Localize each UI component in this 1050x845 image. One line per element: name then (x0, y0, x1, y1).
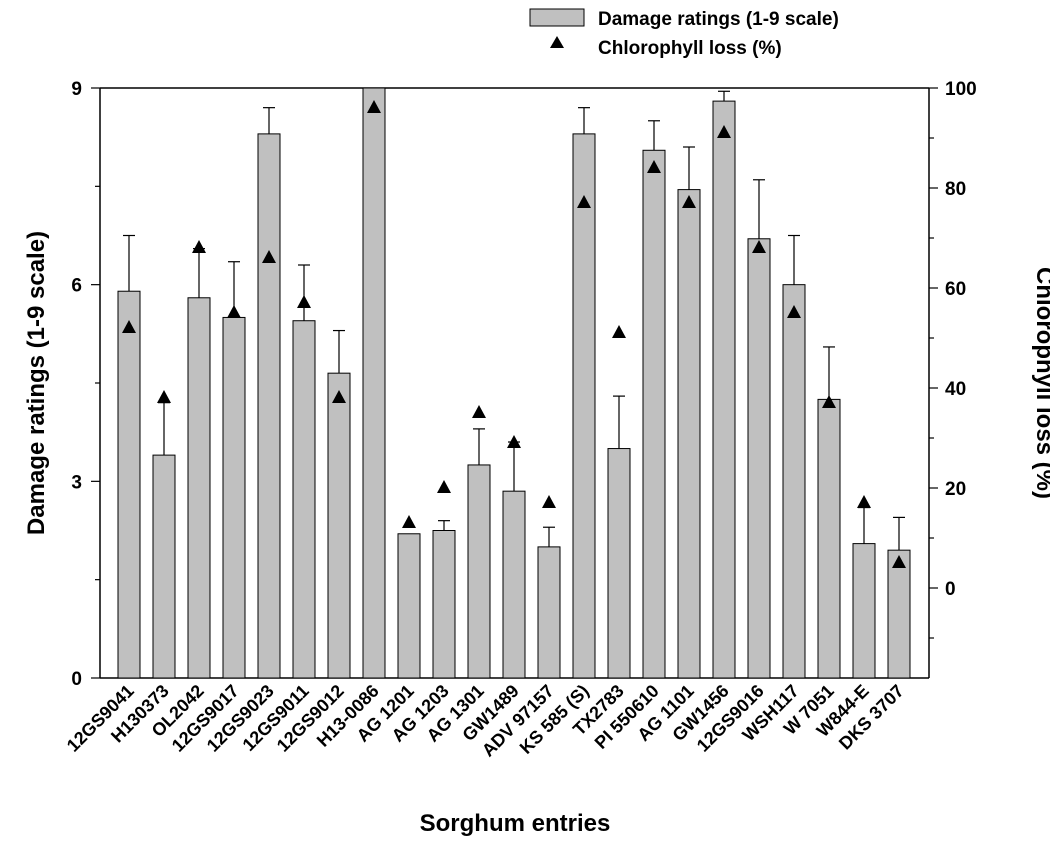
chlorophyll-marker (367, 100, 381, 113)
chlorophyll-marker (192, 240, 206, 253)
chlorophyll-marker (472, 405, 486, 418)
bar (257, 133, 281, 679)
chlorophyll-marker (157, 390, 171, 403)
y-axis-title: Damage ratings (1-9 scale) (23, 231, 50, 535)
chlorophyll-marker (262, 250, 276, 263)
chlorophyll-marker (122, 320, 136, 333)
bar (362, 87, 386, 679)
chlorophyll-marker (822, 395, 836, 408)
legend-triangle-label: Chlorophyll loss (%) (598, 38, 782, 59)
bar (572, 133, 596, 679)
chlorophyll-marker (647, 160, 661, 173)
bar (782, 284, 806, 679)
chlorophyll-marker (227, 305, 241, 318)
chlorophyll-marker (542, 495, 556, 508)
left-tick-label: 0 (71, 669, 82, 690)
right-tick-label: 100 (945, 79, 977, 100)
bar (397, 533, 421, 679)
chlorophyll-marker (612, 325, 626, 338)
left-tick-label: 6 (71, 276, 82, 297)
bar (502, 490, 526, 679)
plot-area: 0 3 6 9 0 20 40 60 80 100 12GS9041H130373OL20421… (63, 79, 977, 761)
chlorophyll-marker (682, 195, 696, 208)
chlorophyll-marker (857, 495, 871, 508)
chlorophyll-marker (577, 195, 591, 208)
bar (817, 398, 841, 679)
chlorophyll-markers (122, 100, 906, 568)
legend: Damage ratings (1-9 scale) Chlorophyll l… (529, 8, 839, 59)
legend-bar-label: Damage ratings (1-9 scale) (598, 9, 839, 30)
bar (467, 464, 491, 679)
chlorophyll-marker (787, 305, 801, 318)
chlorophyll-marker (297, 295, 311, 308)
legend-bar-swatch (529, 8, 585, 27)
left-axis-ticks: 0 3 6 9 (71, 79, 100, 690)
bar (887, 549, 911, 679)
legend-triangle-marker (550, 36, 564, 48)
chlorophyll-marker (717, 125, 731, 138)
bar (222, 316, 246, 679)
chlorophyll-marker (507, 435, 521, 448)
chlorophyll-marker (332, 390, 346, 403)
bar (537, 546, 561, 679)
bar (117, 290, 141, 679)
left-tick-label: 3 (71, 472, 82, 493)
category-labels: 12GS9041H130373OL204212GS901712GS902312G… (63, 681, 908, 761)
right-tick-label: 40 (945, 379, 966, 400)
left-tick-label: 9 (71, 79, 82, 100)
chlorophyll-marker (892, 555, 906, 568)
right-tick-label: 0 (945, 579, 956, 600)
x-axis-title: Sorghum entries (420, 810, 611, 837)
bar (187, 297, 211, 679)
right-tick-label: 80 (945, 179, 966, 200)
error-bars (123, 90, 905, 551)
bar (432, 530, 456, 679)
bar (852, 543, 876, 679)
bar (642, 149, 666, 679)
bar (292, 320, 316, 679)
right-tick-label: 60 (945, 279, 966, 300)
y2-axis-title: Chlorophyll loss (%) (1031, 267, 1050, 499)
bar (747, 238, 771, 679)
bar (327, 372, 351, 679)
chlorophyll-marker (752, 240, 766, 253)
bar (712, 100, 736, 679)
right-axis-ticks: 0 20 40 60 80 100 (929, 79, 977, 639)
bar (607, 448, 631, 679)
bar (152, 454, 176, 679)
bar (677, 189, 701, 679)
chlorophyll-marker (402, 515, 416, 528)
right-tick-label: 20 (945, 479, 966, 500)
chlorophyll-marker (437, 480, 451, 493)
bars (117, 87, 911, 679)
